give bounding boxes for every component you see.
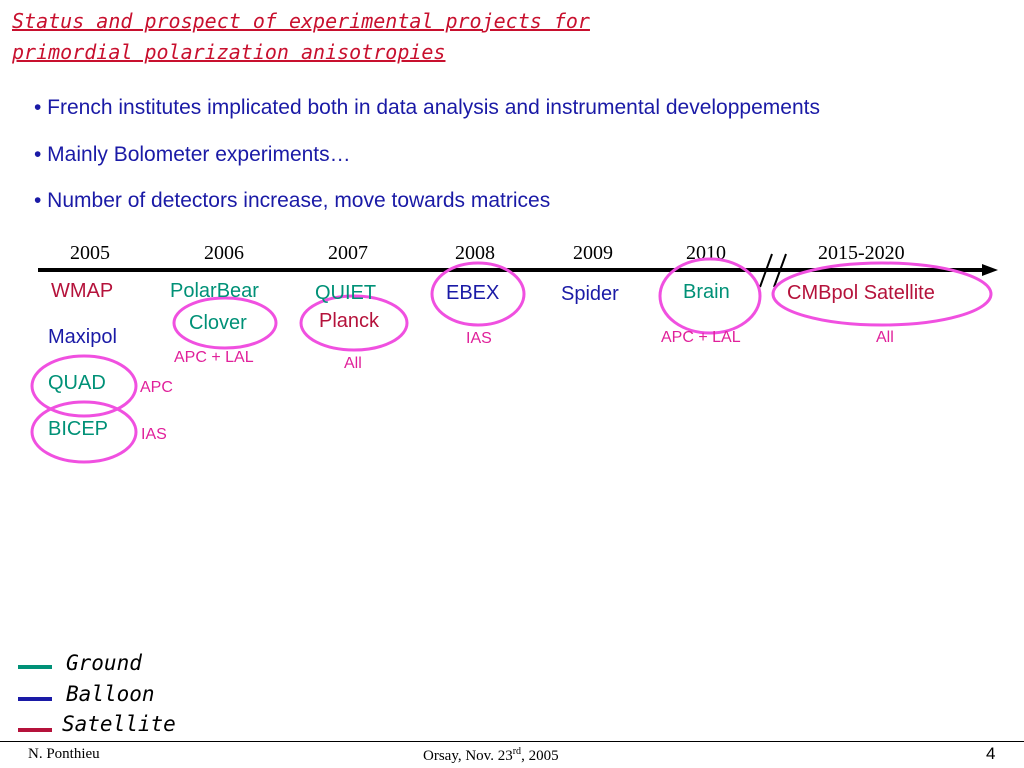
legend-swatch-satellite [18, 728, 52, 732]
highlight-circle-bicep [30, 400, 138, 464]
page-number: 4 [986, 744, 996, 763]
highlight-circle-clover [172, 296, 278, 350]
highlight-circle-cmbpol [771, 261, 993, 327]
footer-venue: Orsay, Nov. 23rd, 2005 [423, 746, 559, 765]
experiment-bicep: BICEP [48, 418, 109, 440]
footer-venue-superscript: rd [512, 746, 522, 757]
institute-ebex: IAS [466, 330, 492, 347]
timeline-arrow [38, 264, 998, 276]
bullet-item-1: • French institutes implicated both in d… [34, 96, 820, 119]
footer-divider [0, 741, 1024, 742]
bullet-item-3: • Number of detectors increase, move tow… [34, 189, 551, 212]
highlight-circles [30, 257, 993, 464]
experiment-cmbpol-satellite: CMBpol Satellite [787, 282, 935, 304]
legend-swatch-ground [18, 665, 52, 669]
institute-cmbpol: All [876, 329, 894, 346]
legend-label-balloon: Balloon [66, 682, 155, 706]
year-label-2008: 2008 [455, 242, 495, 264]
institute-bicep: IAS [141, 426, 167, 443]
experiment-planck: Planck [317, 310, 382, 333]
experiment-spider: Spider [561, 283, 619, 305]
slide-title: Status and prospect of experimental proj… [12, 6, 590, 68]
slide-title-line-2: primordial polarization anisotropies [12, 40, 446, 64]
highlight-circle-ebex [430, 261, 526, 327]
experiment-quad: QUAD [48, 372, 106, 394]
timeline-break-mark [759, 253, 787, 288]
year-label-2005: 2005 [70, 242, 110, 264]
year-label-2006: 2006 [204, 242, 244, 264]
experiment-quiet: QUIET [315, 282, 377, 304]
highlight-circle-quad [30, 354, 138, 418]
year-label-2009: 2009 [573, 242, 613, 264]
bullet-item-2: • Mainly Bolometer experiments… [34, 143, 351, 166]
institute-quad: APC [140, 379, 173, 396]
institute-brain: APC + LAL [661, 329, 741, 346]
footer-author: N. Ponthieu [28, 746, 100, 762]
institute-planck: All [344, 355, 362, 372]
highlight-circle-brain [658, 257, 762, 335]
year-label-2007: 2007 [328, 242, 368, 264]
experiment-wmap: WMAP [51, 280, 114, 302]
experiment-clover: Clover [189, 312, 247, 334]
year-label-2015-2020: 2015-2020 [818, 242, 905, 264]
institute-clover: APC + LAL [174, 349, 254, 366]
footer-venue-suffix: , 2005 [521, 748, 559, 764]
experiment-polarbear: PolarBear [170, 280, 259, 302]
experiment-brain: Brain [683, 281, 730, 303]
legend-label-ground: Ground [66, 651, 142, 675]
legend-swatch-balloon [18, 697, 52, 701]
highlight-circle-planck [299, 294, 409, 352]
footer-venue-prefix: Orsay, Nov. 23 [423, 748, 513, 764]
experiment-maxipol: Maxipol [48, 326, 117, 348]
experiment-ebex: EBEX [446, 282, 500, 304]
slide-title-line-1: Status and prospect of experimental proj… [12, 9, 590, 33]
legend-label-satellite: Satellite [62, 712, 176, 736]
